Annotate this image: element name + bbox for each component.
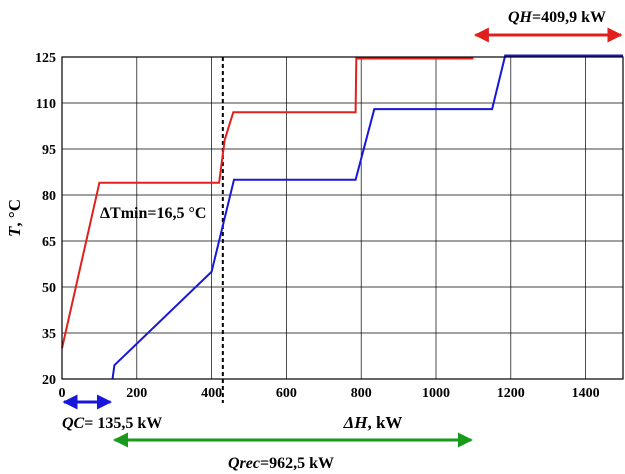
- x-tick-label: 800: [351, 386, 372, 401]
- y-tick-label: 35: [42, 327, 56, 342]
- qh-annotation: QH=409,9 kW: [508, 9, 606, 26]
- dtmin-annotation: ΔTmin=16,5 °C: [100, 205, 206, 222]
- x-tick-label: 1000: [422, 386, 450, 401]
- plot-frame: [61, 56, 624, 380]
- y-tick-label: 95: [42, 143, 56, 158]
- y-tick-label: 50: [42, 281, 56, 296]
- y-tick-label: 110: [36, 97, 56, 112]
- x-tick-label: 1400: [572, 386, 600, 401]
- qrec-annotation: Qrec=962,5 kW: [228, 455, 334, 472]
- hot-composite-curve: [61, 57, 474, 349]
- x-tick-labels: 0 200 400 600 800 1000 1200 1400: [59, 386, 600, 401]
- y-tick-label: 65: [42, 235, 56, 250]
- x-tick-label: 0: [59, 386, 66, 401]
- x-axis-label: ΔH, kW: [343, 413, 403, 432]
- x-tick-label: 400: [201, 386, 222, 401]
- x-tick-label: 200: [126, 386, 147, 401]
- y-axis-label: T, °C: [5, 199, 24, 237]
- series-group: [61, 54, 623, 380]
- x-tick-label: 1200: [497, 386, 525, 401]
- y-tick-label: 80: [42, 189, 56, 204]
- y-tick-label: 125: [35, 51, 56, 66]
- cold-composite-curve: [111, 54, 623, 380]
- x-tick-label: 600: [276, 386, 297, 401]
- y-tick-labels: 20 35 50 65 80 95 110 125: [35, 51, 56, 388]
- qc-annotation: QC= 135,5 kW: [62, 415, 162, 432]
- y-tick-label: 20: [42, 373, 56, 388]
